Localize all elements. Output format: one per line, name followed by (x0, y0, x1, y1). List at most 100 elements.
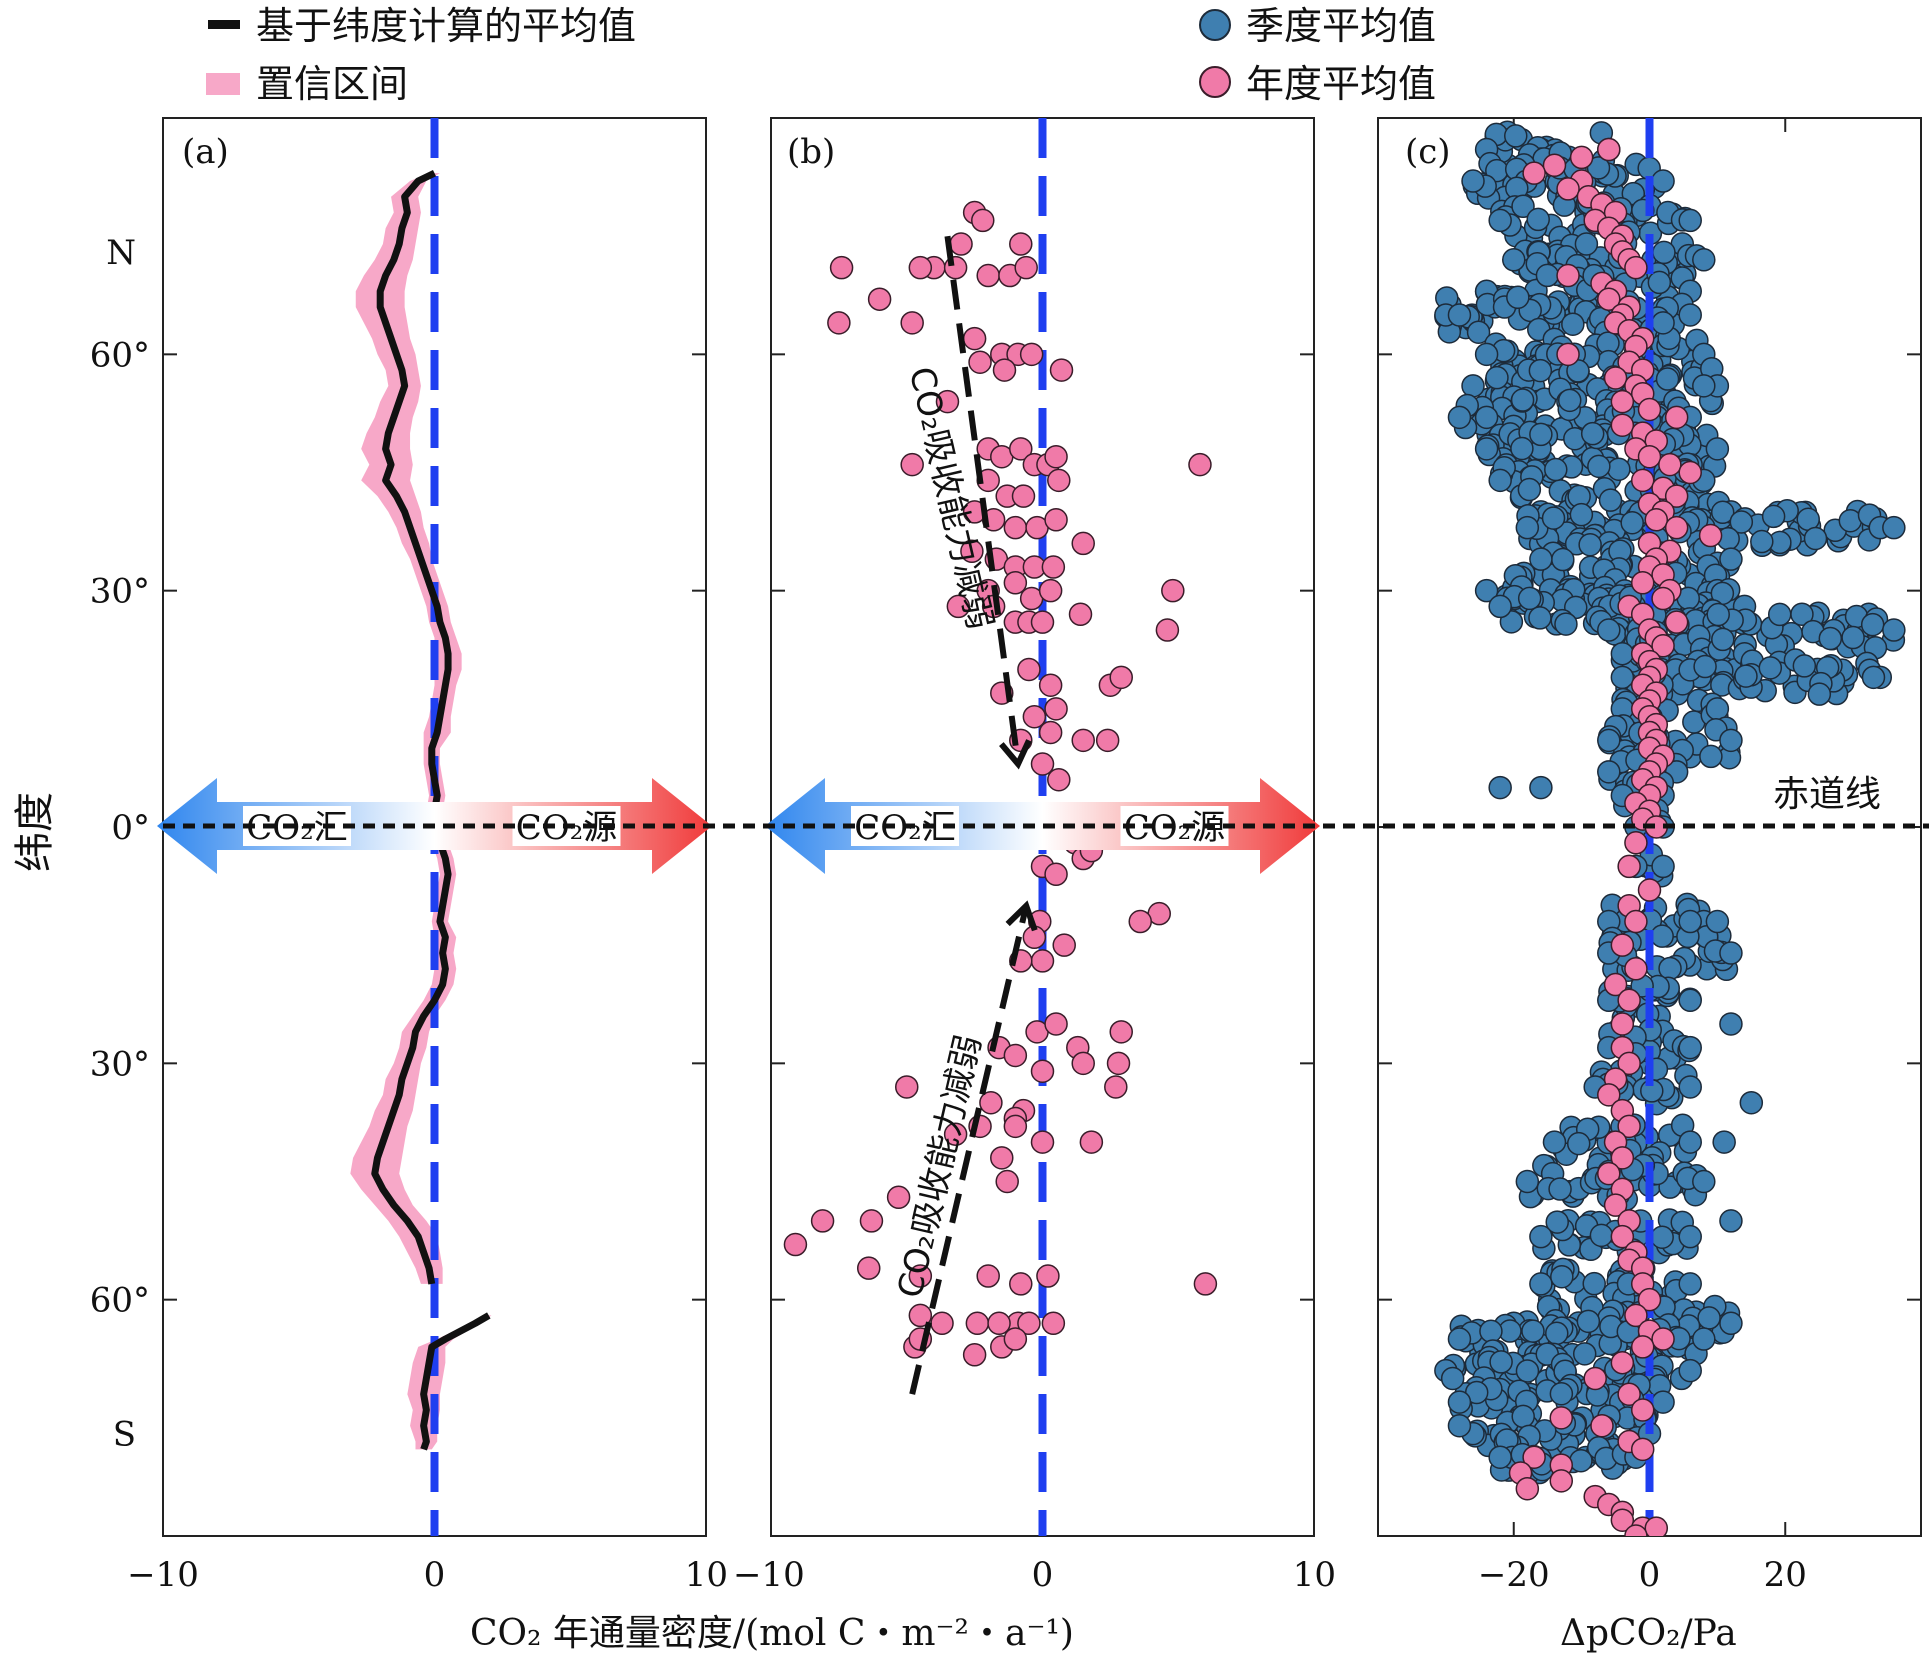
x-tick-label: −10 (733, 1555, 805, 1595)
y-tick-label: 30° (90, 572, 150, 612)
annual-point (1610, 1224, 1635, 1249)
annual-point (1030, 752, 1055, 776)
seasonal-point (1719, 941, 1743, 965)
legend-mean-swatch (208, 20, 240, 29)
annual-point (1071, 728, 1095, 753)
annual-point (1549, 1406, 1574, 1430)
annual-point (1651, 586, 1675, 611)
seasonal-point (1528, 606, 1552, 630)
seasonal-point (1521, 1319, 1545, 1343)
annual-point (1637, 878, 1662, 902)
north-label: N (106, 233, 136, 273)
annual-point (1624, 909, 1648, 934)
annual-point (1651, 634, 1675, 658)
seasonal-point (1561, 312, 1585, 336)
seasonal-point (1792, 654, 1817, 678)
seasonal-point (1706, 602, 1730, 627)
seasonal-point (1548, 1177, 1572, 1201)
annual-point (827, 311, 851, 335)
annotation-south: CO₂吸收能力减弱 (890, 1031, 989, 1301)
seasonal-point (1841, 625, 1865, 650)
x-tick-label: 20 (1764, 1555, 1807, 1595)
legend-left: 基于纬度计算的平均值 置信区间 (206, 4, 636, 106)
annual-point (1542, 153, 1567, 178)
annual-point (1664, 484, 1689, 508)
annual-point (1590, 1413, 1614, 1438)
seasonal-point (1545, 1321, 1569, 1346)
annual-point (1014, 255, 1038, 280)
annual-point (1030, 949, 1055, 973)
seasonal-point (1650, 924, 1674, 948)
seasonal-point (1488, 208, 1512, 233)
annual-point (1658, 452, 1682, 477)
annual-point (949, 232, 973, 256)
seasonal-point (1576, 1309, 1601, 1334)
annual-point (943, 1122, 968, 1146)
seasonal-point (1739, 1090, 1764, 1115)
seasonal-point (1569, 1448, 1593, 1473)
seasonal-point (1488, 775, 1512, 800)
seasonal-point (1542, 1130, 1567, 1154)
annual-point (1188, 452, 1212, 477)
annual-point (900, 452, 924, 477)
annual-point (1630, 468, 1655, 493)
annual-point (1038, 673, 1063, 697)
seasonal-point (1655, 367, 1680, 391)
latitude-mean-line (371, 169, 452, 1285)
annual-point (1522, 1445, 1546, 1469)
annual-point (1610, 933, 1635, 957)
seasonal-point (1502, 248, 1526, 272)
seasonal-point (1860, 612, 1885, 637)
legend-seasonal-marker (1199, 9, 1231, 41)
annual-point (1583, 1366, 1607, 1391)
annual-point (1617, 1114, 1641, 1139)
legend-ci-swatch (206, 73, 240, 95)
seasonal-point (1515, 515, 1540, 540)
annual-point (895, 1075, 919, 1099)
seasonal-point (1678, 1075, 1702, 1099)
seasonal-point (1692, 248, 1716, 272)
seasonal-point (1551, 547, 1575, 572)
seasonal-point (1569, 502, 1594, 527)
annual-point (1052, 933, 1076, 957)
annual-point (908, 1303, 933, 1328)
seasonal-point (1488, 1445, 1512, 1469)
annual-point (1128, 909, 1152, 934)
seasonal-point (1678, 1224, 1702, 1249)
legend-seasonal-label: 季度平均值 (1246, 4, 1436, 48)
annual-point (1597, 137, 1621, 162)
annual-point (1038, 578, 1063, 603)
seasonal-point (1803, 526, 1828, 551)
seasonal-point (1610, 641, 1635, 666)
seasonal-point (1651, 854, 1675, 879)
annual-point (1003, 1114, 1028, 1139)
seasonal-point (1582, 1271, 1606, 1296)
annual-point (1664, 405, 1689, 430)
seasonal-point (1647, 270, 1672, 295)
seasonal-point (1515, 1169, 1540, 1194)
seasonal-point (1692, 374, 1716, 398)
x-tick-label: 0 (1639, 1555, 1661, 1595)
seasonal-point (1758, 656, 1783, 680)
annual-point (1610, 1012, 1635, 1036)
annual-point (1079, 1130, 1104, 1154)
y-axis-labels: 60° 30° 0° 30° 60° N S (90, 233, 150, 1455)
seasonal-point (1447, 1390, 1472, 1414)
annual-point (1651, 1327, 1675, 1351)
confidence-band (350, 173, 462, 1284)
seasonal-point (1529, 1272, 1553, 1296)
annual-point (1003, 571, 1028, 595)
annual-point (1522, 161, 1546, 185)
annual-point (995, 1169, 1019, 1194)
annual-point (1637, 444, 1662, 469)
annual-point (783, 1232, 808, 1257)
annual-point (1044, 508, 1068, 532)
annual-point (971, 208, 995, 233)
seasonal-point (1461, 374, 1485, 398)
annual-point (1071, 1051, 1095, 1076)
seasonal-point (1529, 422, 1553, 447)
seasonal-point (1587, 454, 1611, 479)
annual-point (1003, 1327, 1028, 1351)
seasonal-point (1485, 365, 1509, 390)
seasonal-point (1447, 303, 1472, 327)
